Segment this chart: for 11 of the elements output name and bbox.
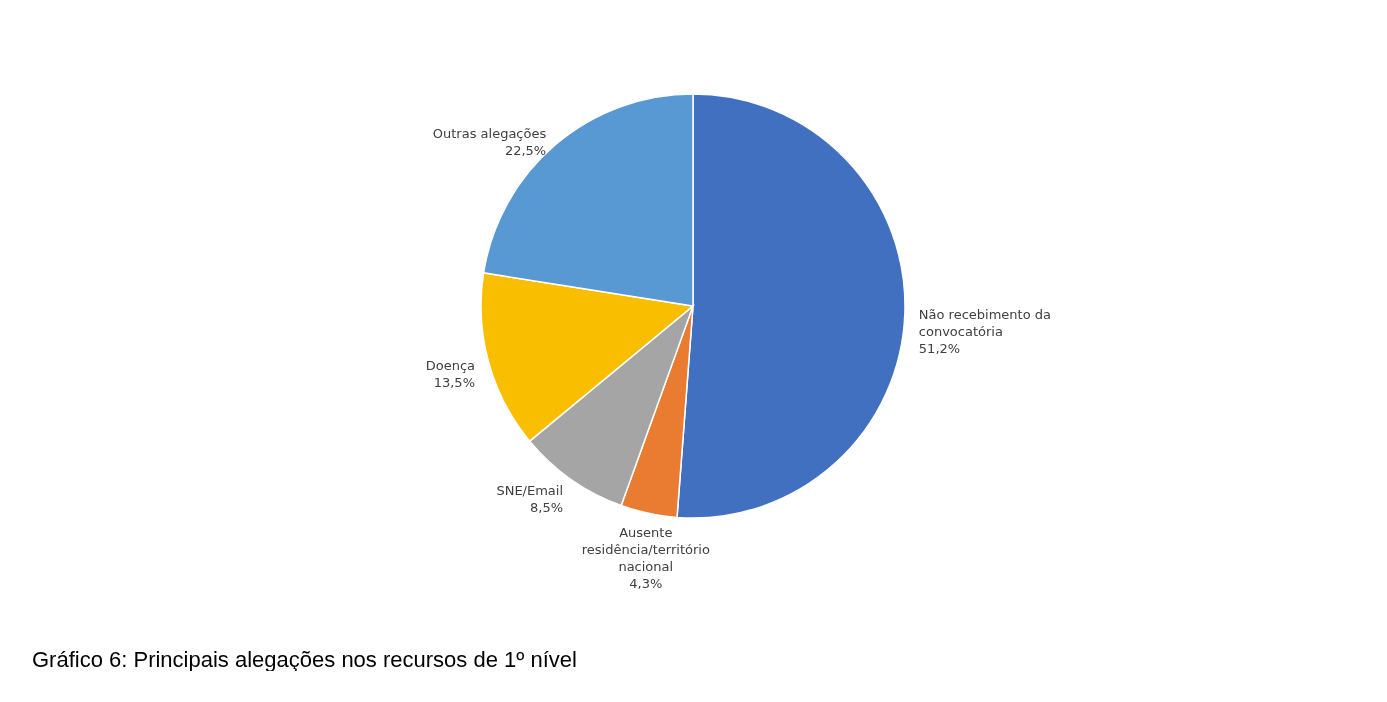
text: Gráfico 6: Principais alegações nos recursos de 1º nível [32, 647, 577, 672]
data-label: 22,5% [504, 143, 547, 159]
slice-label: Não recebimento da convocatória [918, 306, 1051, 339]
slice-label: Ausente residência/território nacional [581, 525, 710, 575]
data-label: 8,5% [530, 499, 564, 515]
data-label: 4,3% [629, 576, 663, 592]
data-label: 13,5% [433, 374, 476, 390]
data-label: 51,2% [918, 340, 961, 356]
slice-label: Doença [425, 357, 476, 373]
slice-label: Outras alegações [432, 126, 547, 142]
slice-label: SNE/Email [496, 482, 564, 498]
